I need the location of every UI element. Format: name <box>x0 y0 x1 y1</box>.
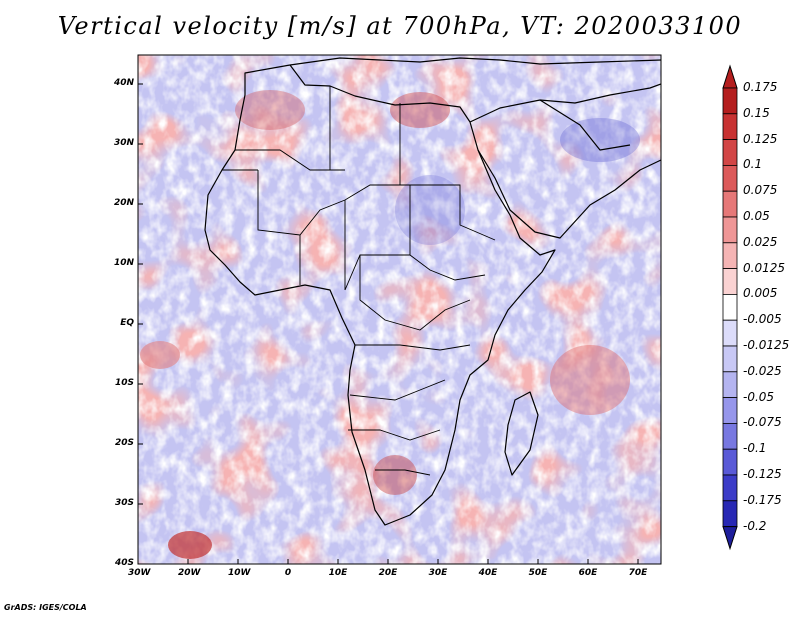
colorbar-swatch <box>722 448 738 476</box>
colorbar-label: 0.175 <box>743 80 778 94</box>
colorbar-label: -0.005 <box>743 312 782 327</box>
colorbar-label: -0.125 <box>743 467 782 481</box>
colorbar-swatch <box>722 216 738 244</box>
lat-label: 40N <box>113 78 134 88</box>
colorbar-cap-top <box>722 64 738 89</box>
colorbar-label: 0.005 <box>743 286 778 301</box>
colorbar-swatch <box>722 474 738 502</box>
colorbar-swatch <box>722 113 738 141</box>
velocity-field <box>138 55 661 564</box>
colorbar-label: -0.1 <box>743 441 767 456</box>
lat-label: 40S <box>114 558 134 568</box>
plot-frame <box>137 54 662 565</box>
lat-label: EQ <box>120 318 134 328</box>
map-title: Vertical velocity [m/s] at 700hPa, VT: 2… <box>57 12 743 40</box>
colorbar-label: 0.05 <box>743 209 770 223</box>
colorbar-swatch <box>722 397 738 424</box>
colorbar-label: -0.0125 <box>743 338 790 352</box>
colorbar-swatch <box>722 293 738 321</box>
lon-label: 60E <box>578 568 598 578</box>
lon-label: 10W <box>228 568 251 578</box>
colorbar-swatch <box>722 139 738 166</box>
colorbar <box>722 64 738 551</box>
colorbar-swatch <box>722 87 738 115</box>
colorbar-swatch <box>722 242 738 270</box>
lat-label: 10S <box>114 378 134 388</box>
lon-label: 40E <box>478 568 498 578</box>
colorbar-swatch <box>722 422 738 450</box>
colorbar-cap-bottom <box>722 526 738 551</box>
borders <box>222 86 496 476</box>
lon-label: 30E <box>428 568 448 578</box>
lon-label: 50E <box>528 568 548 578</box>
lat-label: 20N <box>113 198 134 208</box>
colorbar-swatch <box>722 268 738 295</box>
lon-label: 20W <box>178 568 201 578</box>
colorbar-swatch <box>722 371 738 398</box>
lat-label: 30S <box>114 498 134 508</box>
lon-label: 0 <box>284 568 292 578</box>
lon-label: 20E <box>378 568 398 578</box>
lat-label: 10N <box>113 258 134 268</box>
colorbar-label: -0.075 <box>743 415 782 430</box>
coastlines <box>204 57 661 526</box>
lon-label: 70E <box>628 568 648 578</box>
colorbar-swatch <box>722 319 738 347</box>
colorbar-label: 0.0125 <box>743 260 785 275</box>
colorbar-swatch <box>722 500 738 527</box>
grads-credit: GrADS: IGES/COLA <box>4 603 87 612</box>
lon-label: 30W <box>128 568 151 578</box>
colorbar-label: 0.025 <box>743 234 778 249</box>
colorbar-swatch <box>722 345 738 373</box>
colorbar-label: -0.175 <box>743 492 782 507</box>
colorbar-label: 0.1 <box>743 157 763 172</box>
lat-label: 20S <box>114 438 134 448</box>
colorbar-swatch <box>722 190 738 218</box>
colorbar-label: -0.2 <box>743 518 767 533</box>
colorbar-label: 0.125 <box>743 131 778 146</box>
colorbar-label: 0.075 <box>743 183 778 198</box>
colorbar-label: -0.025 <box>743 363 782 378</box>
colorbar-label: -0.05 <box>743 389 775 404</box>
lon-label: 10E <box>328 568 348 578</box>
lat-label: 30N <box>113 138 134 148</box>
colorbar-swatch <box>722 164 738 192</box>
colorbar-label: 0.15 <box>743 105 770 120</box>
